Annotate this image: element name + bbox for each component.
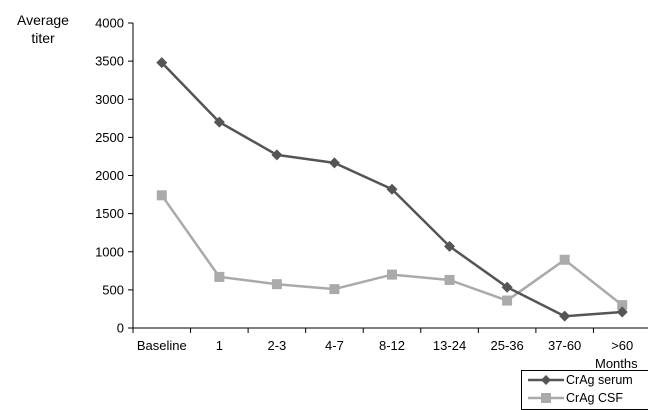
y-tick-label: 1500	[95, 206, 124, 221]
y-axis-label-line2: titer	[31, 30, 55, 46]
data-point-diamond	[271, 149, 283, 161]
data-point-square	[559, 254, 570, 265]
legend: CrAg serum CrAg CSF	[521, 370, 648, 410]
x-tick-label: Baseline	[137, 338, 187, 353]
data-point-square	[444, 274, 455, 285]
data-point-diamond	[559, 310, 571, 322]
x-tick-label: 2-3	[267, 338, 286, 353]
diamond-marker-icon	[528, 375, 564, 385]
data-point-diamond	[328, 157, 340, 169]
x-tick-labels: Baseline 1 2-3 4-7 8-12 13-24 25-36 37-60 >60	[137, 338, 633, 353]
chart-axes	[128, 22, 648, 333]
series-line	[160, 194, 623, 307]
y-tick-label: 3500	[95, 54, 124, 69]
data-point-square	[329, 284, 340, 295]
legend-label-csf: CrAg CSF	[566, 391, 623, 405]
x-tick-label: 4-7	[325, 338, 344, 353]
data-point-square	[214, 271, 225, 282]
x-tick-label: 1	[216, 338, 223, 353]
x-tick-label: 8-12	[379, 338, 405, 353]
data-point-diamond	[156, 57, 168, 69]
data-point-diamond	[501, 281, 513, 293]
y-tick-label: 0	[117, 321, 124, 336]
data-point-diamond	[386, 183, 398, 195]
series-crag-serum	[156, 57, 628, 322]
series-layer	[156, 57, 628, 322]
x-tick-label: >60	[611, 338, 633, 353]
data-point-square	[271, 279, 282, 290]
y-tick-label: 3000	[95, 92, 124, 107]
data-point-square	[617, 300, 628, 311]
y-tick-labels: 0 500 1000 1500 2000 2500 3000 3500 4000	[95, 16, 124, 336]
y-axis-label-line1: Average	[17, 12, 69, 28]
x-tick-label: 13-24	[433, 338, 466, 353]
x-tick-label: 37-60	[548, 338, 581, 353]
series-crag-csf	[156, 190, 628, 311]
y-tick-label: 4000	[95, 16, 124, 31]
y-tick-label: 1000	[95, 244, 124, 259]
y-tick-label: 2000	[95, 168, 124, 183]
y-tick-label: 2500	[95, 130, 124, 145]
data-point-diamond	[616, 306, 628, 318]
legend-label-serum: CrAg serum	[566, 373, 633, 387]
y-tick-label: 500	[102, 282, 124, 297]
data-point-diamond	[444, 240, 456, 252]
square-marker-icon	[528, 393, 564, 403]
data-point-square	[387, 269, 397, 280]
x-tick-label: 25-36	[490, 338, 523, 353]
data-point-square	[156, 190, 167, 201]
data-point-square	[502, 295, 513, 306]
data-point-diamond	[213, 116, 225, 128]
x-axis-label: Months	[595, 356, 638, 371]
